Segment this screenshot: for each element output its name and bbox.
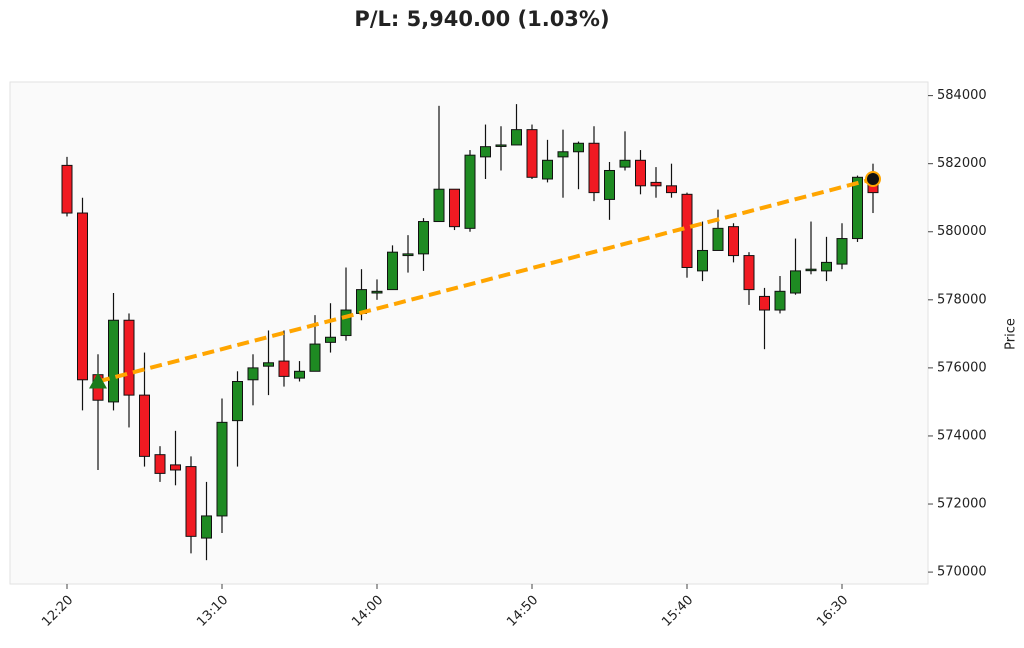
candle-body (387, 251, 398, 291)
y-axis-label: Price (1004, 318, 1019, 350)
candle-body (511, 129, 522, 146)
candle-body (774, 290, 786, 311)
candle-body (681, 193, 693, 268)
x-tick-label: 12:20 (39, 593, 76, 630)
candle-body (588, 142, 600, 194)
y-tick-label: 582000 (937, 156, 987, 171)
candle-body (650, 181, 662, 187)
candle-body (697, 249, 708, 272)
candle-body (852, 176, 863, 240)
candle-body (573, 142, 584, 153)
candle-body (666, 185, 677, 194)
candle-body (139, 394, 150, 457)
exit-marker (865, 170, 881, 187)
candle-body (247, 367, 259, 381)
candle-body (557, 151, 569, 158)
candle-body (821, 261, 832, 272)
y-tick-label: 572000 (937, 497, 987, 512)
candle-body (418, 221, 429, 255)
candle-body (433, 188, 445, 223)
candle-body (340, 309, 352, 337)
candle-body (61, 164, 73, 214)
y-tick-label: 580000 (937, 224, 987, 239)
x-tick-label: 16:30 (814, 593, 851, 630)
candle-body (480, 146, 491, 158)
y-tick-label: 574000 (937, 428, 987, 443)
candle-body (294, 370, 305, 379)
candle-body (526, 129, 538, 178)
candle-body (743, 255, 755, 291)
candle-body (805, 268, 817, 272)
candle-body (728, 226, 739, 257)
candle-body (278, 360, 290, 377)
candle-body (402, 253, 414, 257)
x-tick-label: 15:40 (659, 593, 696, 630)
candle-body (263, 362, 274, 367)
candle-body (170, 464, 181, 471)
candle-body (232, 380, 243, 422)
chart-title: P/L: 5,940.00 (1.03%) (354, 7, 609, 31)
candle-body (759, 295, 770, 311)
x-tick-label: 14:50 (504, 593, 541, 630)
candle-body (185, 466, 197, 537)
candle-body (216, 421, 228, 517)
x-tick-label: 13:10 (194, 593, 231, 630)
candle-body (495, 144, 507, 147)
candle-body (77, 212, 88, 381)
candle-body (464, 154, 476, 229)
entry-marker (89, 372, 107, 389)
candle-body (325, 336, 336, 343)
candle-body (201, 515, 212, 539)
candle-body (604, 169, 615, 200)
candle-body (371, 290, 383, 294)
candle-body (123, 319, 135, 396)
y-tick-label: 576000 (937, 360, 987, 375)
x-tick-label: 14:00 (349, 593, 386, 630)
candle-body (619, 159, 631, 168)
candle-body (836, 238, 848, 265)
y-tick-label: 570000 (937, 565, 987, 580)
candle-body (712, 227, 724, 251)
candle-body (635, 159, 646, 187)
y-tick-label: 578000 (937, 292, 987, 307)
candle-body (309, 343, 321, 372)
trade-line (97, 177, 874, 384)
candle-body (154, 454, 166, 474)
candle-body (790, 270, 801, 294)
candle-body (542, 159, 553, 180)
candle-body (449, 188, 460, 228)
y-tick-label: 584000 (937, 88, 987, 103)
candle-body (108, 319, 119, 403)
